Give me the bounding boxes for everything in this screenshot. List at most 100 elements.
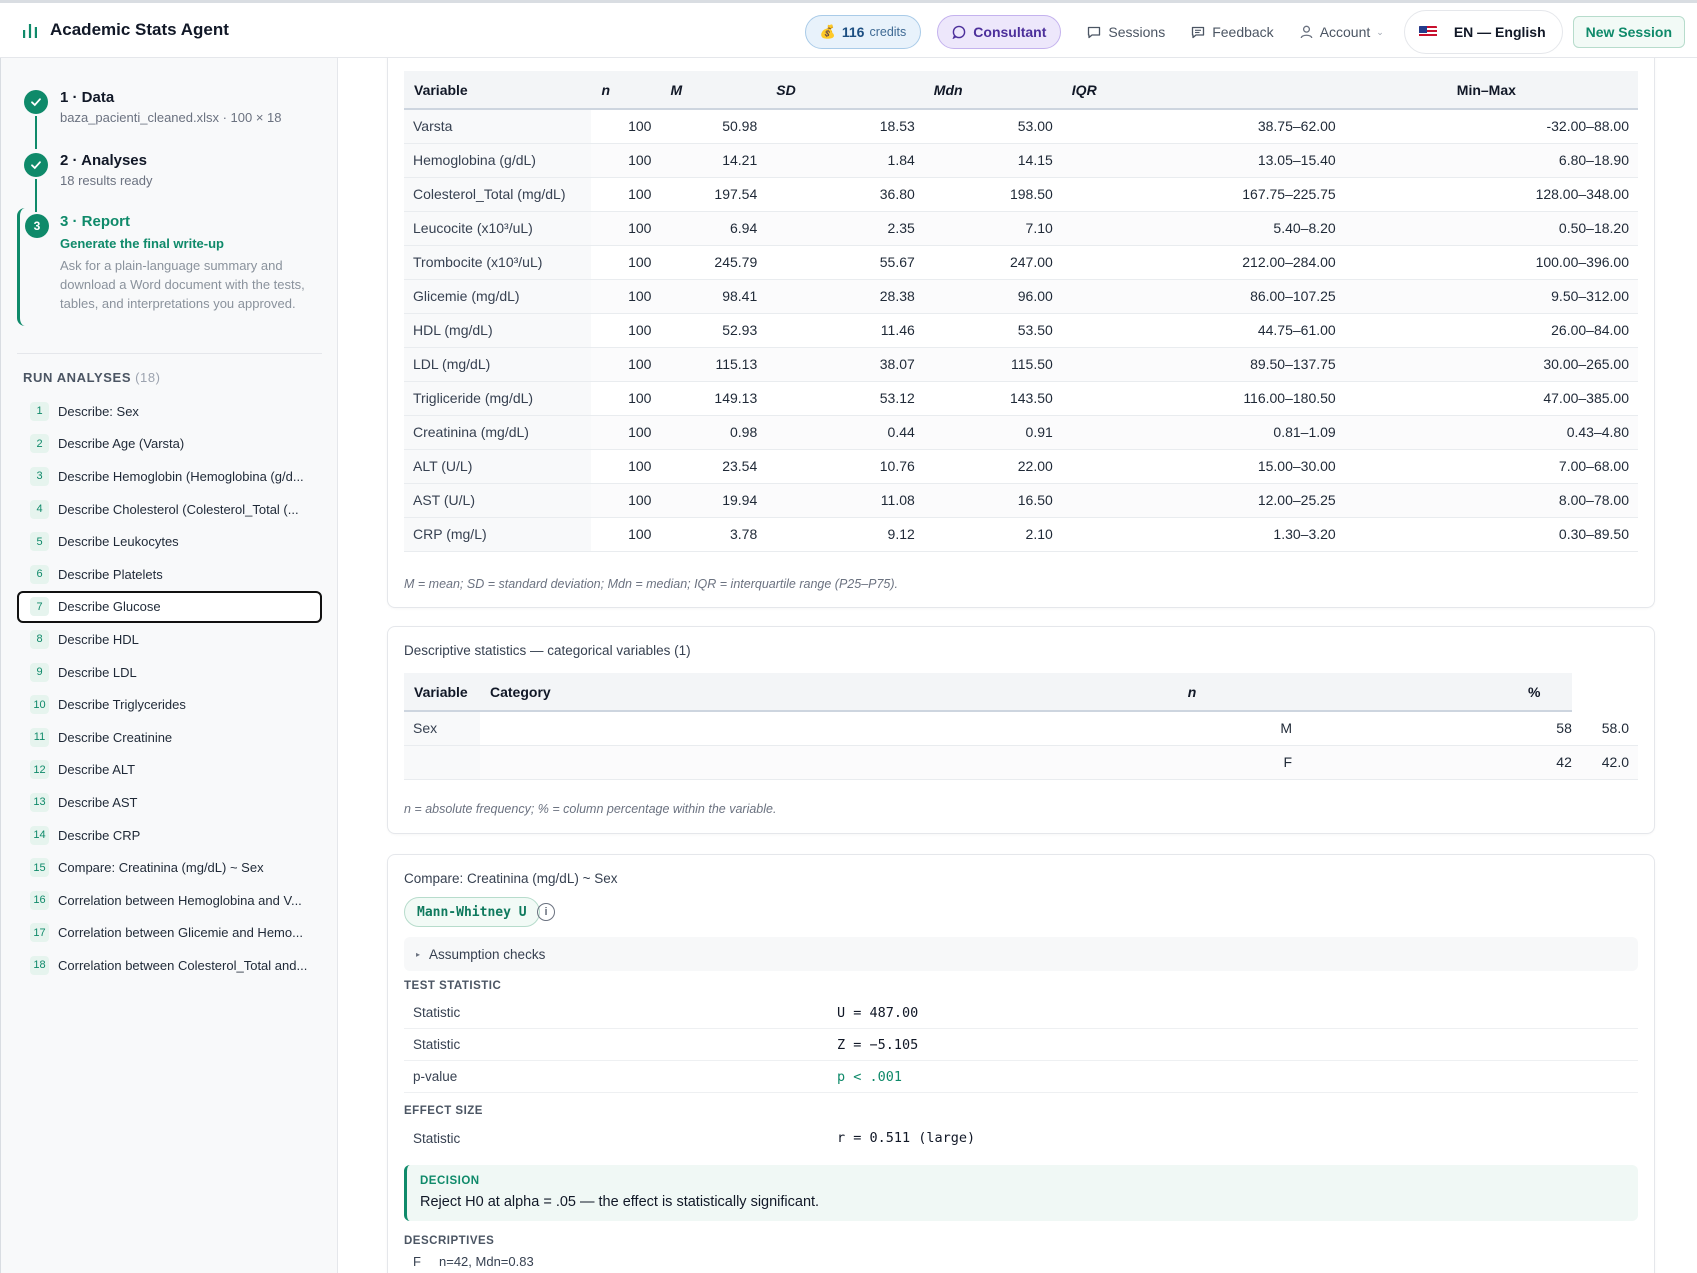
cell-iqr: 44.75–61.00 (1061, 313, 1345, 348)
cell-median: 0.91 (923, 415, 1062, 450)
cell-min-max: 7.00–68.00 (1344, 449, 1638, 484)
cell-iqr: 212.00–284.00 (1061, 245, 1345, 280)
run-item-number: 13 (30, 792, 49, 812)
account-menu[interactable]: Account ⌄ (1300, 24, 1384, 40)
cell-min-max: 128.00–348.00 (1344, 177, 1638, 212)
info-icon[interactable]: i (537, 903, 555, 921)
top-header: Academic Stats Agent 💰 116 credits Consu… (0, 0, 1697, 58)
run-analysis-item[interactable]: 7 Describe Glucose (17, 590, 322, 624)
run-analysis-item[interactable]: 8 Describe HDL (17, 623, 322, 656)
sessions-label: Sessions (1108, 24, 1166, 40)
run-item-number: 12 (30, 760, 49, 780)
step-analyses[interactable]: 2 · Analyses 18 results ready (17, 147, 322, 207)
cell-sd: 36.80 (766, 177, 924, 212)
credits-badge[interactable]: 💰 116 credits (804, 15, 922, 49)
cell-variable (404, 745, 480, 780)
cell-n: 100 (591, 517, 661, 552)
cell-empty (480, 745, 561, 780)
run-analysis-item[interactable]: 17 Correlation between Glicemie and Hemo.… (17, 917, 322, 950)
section-header: DESCRIPTIVES (404, 1235, 495, 1247)
run-analysis-item[interactable]: 15 Compare: Creatinina (mg/dL) ~ Sex (17, 851, 322, 884)
run-analysis-item[interactable]: 18 Correlation between Colesterol_Total a… (17, 949, 322, 982)
step-cta: Generate the final write-up (60, 236, 224, 251)
cell-mean: 6.94 (660, 211, 767, 246)
run-analysis-item[interactable]: 5 Describe Leukocytes (17, 525, 322, 558)
stat-label: Statistic (413, 1037, 461, 1052)
cell-median: 16.50 (923, 483, 1062, 518)
col-header-category: Category (480, 673, 561, 712)
run-analysis-item[interactable]: 12 Describe ALT (17, 754, 322, 787)
cell-median: 22.00 (923, 449, 1062, 484)
run-analysis-item[interactable]: 1 Describe: Sex (17, 395, 322, 428)
group-label: F (413, 1254, 421, 1269)
cell-percent: 58.0 (1571, 711, 1638, 746)
step-subtitle: 18 results ready (60, 173, 153, 188)
check-icon (24, 90, 48, 114)
run-item-label: Describe HDL (58, 631, 139, 647)
cell-mean: 19.94 (660, 483, 767, 518)
cell-variable: CRP (mg/L) (404, 517, 592, 552)
continuous-stats-table: Variable n M SD Mdn IQR Min–Max Varsta 100 50.98… (404, 71, 1638, 552)
run-analysis-item[interactable]: 2 Describe Age (Varsta) (17, 428, 322, 461)
run-analysis-item[interactable]: 14 Describe CRP (17, 819, 322, 852)
run-item-number: 14 (30, 825, 49, 845)
decision-text: Reject H0 at alpha = .05 — the effect is… (420, 1194, 820, 1210)
table-row: Hemoglobina (g/dL) 100 14.21 1.84 14.15 13.05… (404, 143, 1638, 178)
caret-right-icon: ▸ (416, 949, 421, 959)
section-header: EFFECT SIZE (404, 1105, 483, 1117)
run-analysis-item[interactable]: 4 Describe Cholesterol (Colesterol_Total … (17, 493, 322, 526)
cell-min-max: 0.43–4.80 (1344, 415, 1638, 450)
sessions-link[interactable]: Sessions (1087, 24, 1165, 40)
cell-sd: 0.44 (766, 415, 924, 450)
brand[interactable]: Academic Stats Agent (22, 20, 229, 40)
compare-card: Compare: Creatinina (mg/dL) ~ Sex Mann-W… (387, 854, 1655, 1273)
cell-iqr: 13.05–15.40 (1061, 143, 1345, 178)
cell-mean: 3.78 (660, 517, 767, 552)
cell-median: 198.50 (923, 177, 1062, 212)
run-item-number: 7 (30, 597, 49, 617)
stat-row: Statistic r = 0.511 (large) (404, 1122, 1638, 1154)
us-flag-icon (1418, 26, 1437, 38)
cell-min-max: 100.00–396.00 (1344, 245, 1638, 280)
assumption-checks-toggle[interactable]: ▸ Assumption checks (404, 937, 1638, 971)
cell-iqr: 38.75–62.00 (1061, 109, 1345, 144)
cell-median: 53.50 (923, 313, 1062, 348)
run-analysis-item[interactable]: 3 Describe Hemoglobin (Hemoglobina (g/d..… (17, 460, 322, 493)
run-item-label: Describe: Sex (58, 403, 139, 419)
results-panel: Variable n M SD Mdn IQR Min–Max Varsta 100 50.98… (339, 58, 1697, 1273)
cell-iqr: 86.00–107.25 (1061, 279, 1345, 314)
cell-variable: Trigliceride (mg/dL) (404, 381, 592, 416)
run-analysis-item[interactable]: 16 Correlation between Hemoglobina and V.… (17, 884, 322, 917)
run-analysis-item[interactable]: 13 Describe AST (17, 786, 322, 819)
cell-category: F (560, 745, 1504, 780)
cell-sd: 1.84 (766, 143, 924, 178)
run-analysis-item[interactable]: 9 Describe LDL (17, 656, 322, 689)
cell-sd: 55.67 (766, 245, 924, 280)
step-data[interactable]: 1 · Data baza_pacienti_cleaned.xlsx · 10… (17, 84, 322, 144)
cell-n: 100 (591, 245, 661, 280)
cell-median: 2.10 (923, 517, 1062, 552)
step-connector (35, 116, 37, 149)
consultant-button[interactable]: Consultant (937, 15, 1062, 49)
app-title: Academic Stats Agent (50, 20, 229, 39)
money-bag-icon: 💰 (819, 24, 836, 39)
run-analysis-item[interactable]: 10 Describe Triglycerides (17, 688, 322, 721)
run-item-number: 17 (30, 923, 49, 943)
feedback-link[interactable]: Feedback (1191, 24, 1274, 40)
new-session-button[interactable]: New Session (1572, 16, 1685, 48)
run-analysis-item[interactable]: 11 Describe Creatinine (17, 721, 322, 754)
table-header-row: Variable n M SD Mdn IQR Min–Max (404, 71, 1638, 110)
step-report[interactable]: 3 3 · Report Generate the final write-up… (17, 208, 322, 326)
col-header-median: Mdn (923, 71, 1062, 110)
cell-mean: 52.93 (660, 313, 767, 348)
table-row: Glicemie (mg/dL) 100 98.41 28.38 96.00 86.00–… (404, 279, 1638, 314)
run-analysis-item[interactable]: 6 Describe Platelets (17, 558, 322, 591)
run-item-label: Describe Age (Varsta) (58, 436, 185, 452)
table-row: Varsta 100 50.98 18.53 53.00 38.75–62.00 -32.0… (404, 109, 1638, 144)
step-title: 2 · Analyses (60, 152, 147, 169)
run-item-number: 16 (30, 890, 49, 910)
language-selector[interactable]: EN — English (1403, 10, 1563, 54)
run-analyses-list: 1 Describe: Sex 2 Describe Age (Varsta) 3 Des… (17, 395, 322, 982)
bar-chart-icon (23, 24, 37, 38)
sidebar: 1 · Data baza_pacienti_cleaned.xlsx · 10… (0, 58, 338, 1273)
